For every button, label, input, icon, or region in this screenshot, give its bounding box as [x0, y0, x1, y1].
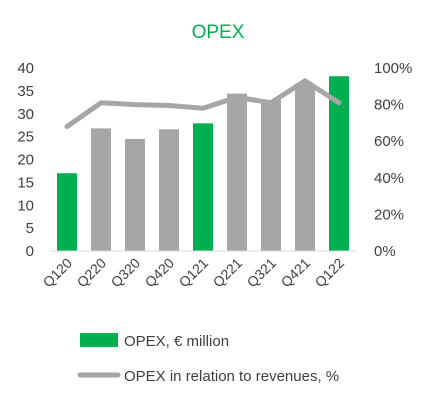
left-tick-label: 20 — [17, 152, 34, 169]
bar-Q120 — [57, 173, 77, 251]
bar-Q122 — [329, 76, 349, 251]
legend-bar-swatch — [80, 333, 118, 347]
left-tick-label: 35 — [17, 83, 34, 100]
right-tick-label: 60% — [374, 133, 404, 150]
x-tick-label: Q420 — [142, 255, 178, 291]
bars-layer — [57, 76, 349, 252]
bar-Q221 — [227, 93, 247, 252]
right-tick-label: 80% — [374, 97, 404, 114]
line-layer — [64, 78, 342, 130]
left-tick-label: 25 — [17, 129, 34, 146]
bar-Q321 — [261, 100, 281, 252]
opex-ratio-line — [64, 78, 342, 130]
x-tick-label: Q122 — [312, 255, 348, 291]
right-tick-label: 40% — [374, 170, 404, 187]
bar-Q320 — [125, 138, 145, 251]
left-tick-label: 10 — [17, 197, 34, 214]
right-axis-ticks: 0% 20% 40% 60% 80% 100% — [374, 60, 412, 260]
legend: OPEX, € million OPEX in relation to reve… — [77, 333, 339, 385]
left-axis-ticks: 0 5 10 15 20 25 30 35 40 — [17, 60, 34, 260]
right-tick-label: 20% — [374, 206, 404, 223]
x-tick-label: Q421 — [278, 255, 314, 291]
bar-Q220 — [91, 128, 111, 251]
left-tick-label: 30 — [17, 106, 34, 123]
legend-bar-label: OPEX, € million — [124, 333, 229, 350]
right-tick-label: 0% — [374, 243, 396, 260]
x-tick-label: Q120 — [40, 255, 76, 291]
x-tick-label: Q121 — [176, 255, 212, 291]
x-tick-label: Q220 — [74, 255, 110, 291]
bar-Q420 — [159, 129, 179, 251]
bar-Q421 — [295, 84, 315, 251]
bar-Q121 — [193, 123, 213, 251]
right-tick-label: 100% — [374, 60, 412, 77]
left-tick-label: 15 — [17, 174, 34, 191]
x-tick-label: Q321 — [244, 255, 280, 291]
x-tick-label: Q221 — [210, 255, 246, 291]
x-tick-label: Q320 — [108, 255, 144, 291]
left-tick-label: 0 — [26, 243, 34, 260]
chart-title: OPEX — [192, 22, 245, 43]
left-tick-label: 5 — [26, 220, 34, 237]
left-tick-label: 40 — [17, 60, 34, 77]
legend-line-label: OPEX in relation to revenues, % — [124, 368, 339, 385]
